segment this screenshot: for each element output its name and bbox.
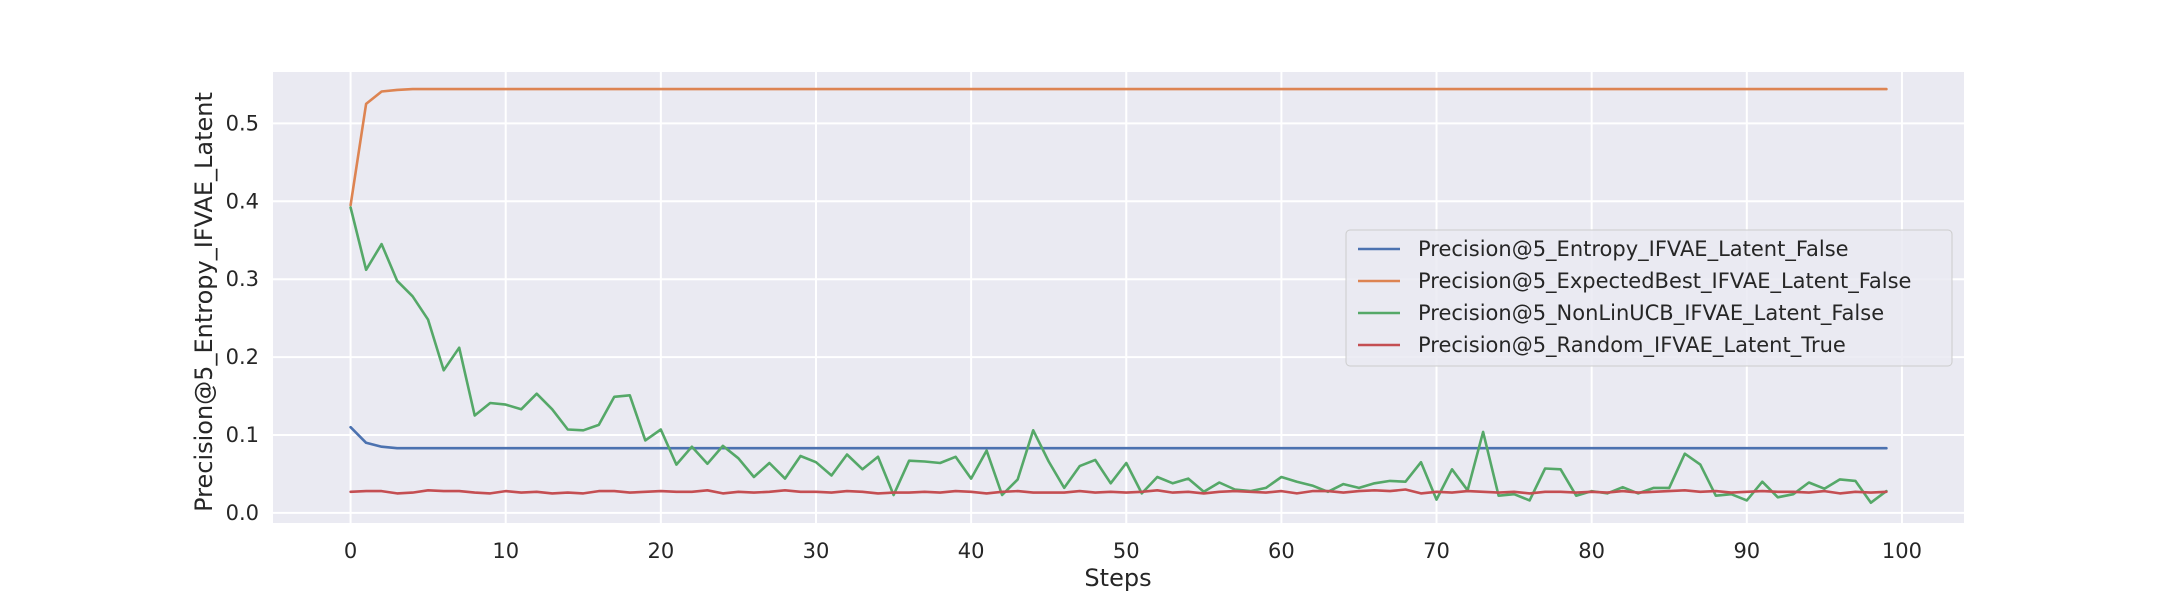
legend-label-0: Precision@5_Entropy_IFVAE_Latent_False [1418,237,1849,262]
x-tick-label: 100 [1882,539,1922,563]
x-axis-label: Steps [1084,564,1151,592]
x-tick-label: 10 [492,539,519,563]
y-tick-label: 0.2 [226,345,259,369]
x-tick-label: 90 [1733,539,1760,563]
series-line-3 [349,488,1888,495]
series-lines [349,87,1888,505]
legend-label-2: Precision@5_NonLinUCB_IFVAE_Latent_False [1418,301,1884,326]
x-tick-label: 0 [344,539,357,563]
x-tick-label: 50 [1113,539,1140,563]
y-axis-ticks: 0.0 0.1 0.2 0.3 0.4 0.5 [226,111,259,524]
y-tick-label: 0.1 [226,423,259,447]
y-tick-label: 0.5 [226,111,259,135]
x-axis-ticks: 0 10 20 30 40 50 60 70 80 90 100 [344,539,1922,563]
x-tick-label: 40 [958,539,985,563]
series-line-2 [349,206,1888,505]
x-tick-label: 20 [647,539,674,563]
x-tick-label: 70 [1423,539,1450,563]
x-tick-label: 60 [1268,539,1295,563]
legend-box [1345,229,1953,367]
legend-label-3: Precision@5_Random_IFVAE_Latent_True [1418,333,1846,358]
y-tick-label: 0.4 [226,189,259,213]
series-line-1 [349,87,1888,207]
legend: Precision@5_Entropy_IFVAE_Latent_False Pr… [1345,229,1953,367]
y-axis-label: Precision@5_Entropy_IFVAE_Latent [190,92,218,512]
series-line-0 [349,425,1888,450]
x-tick-label: 80 [1578,539,1605,563]
y-tick-label: 0.3 [226,267,259,291]
x-tick-label: 30 [803,539,830,563]
legend-label-1: Precision@5_ExpectedBest_IFVAE_Latent_Fa… [1418,269,1911,294]
y-tick-label: 0.0 [226,501,259,525]
